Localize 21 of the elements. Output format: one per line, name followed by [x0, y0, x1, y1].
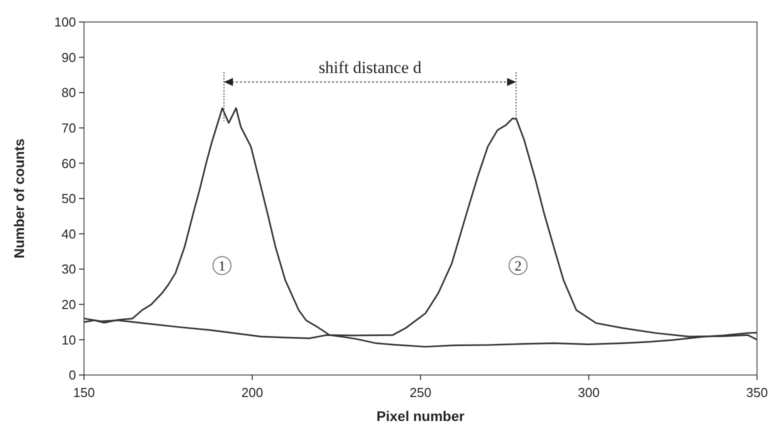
x-tick-label: 350: [746, 385, 768, 400]
y-tick-label: 90: [62, 50, 76, 65]
annotation: shift distance d: [318, 58, 422, 78]
y-tick-label: 20: [62, 296, 76, 312]
x-tick-label: 250: [410, 385, 432, 400]
annotation: 1: [218, 259, 226, 274]
x-tick-label: 200: [241, 385, 264, 400]
y-tick-label: 10: [62, 332, 76, 348]
annotation: 2: [514, 259, 522, 274]
y-tick-label: 40: [62, 226, 76, 242]
y-tick-label: 60: [62, 156, 76, 171]
x-tick-label: 300: [578, 385, 600, 400]
y-tick-label: 80: [62, 85, 76, 100]
x-axis-title: Pixel number: [376, 408, 466, 424]
y-tick-label: 70: [62, 120, 76, 136]
y-tick-label: 100: [54, 14, 76, 30]
x-tick-label: 150: [73, 385, 95, 400]
y-tick-label: 50: [62, 191, 76, 206]
y-tick-label: 0: [68, 368, 76, 383]
y-tick-label: 30: [62, 262, 76, 277]
y-axis-title: Number of counts: [11, 138, 27, 258]
